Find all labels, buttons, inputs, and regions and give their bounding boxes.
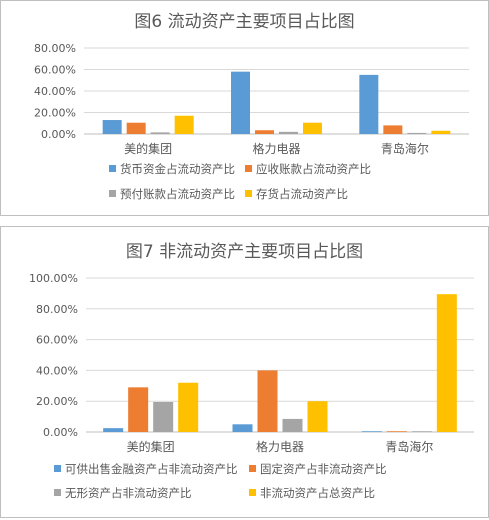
chart-2-ytick-label: 40.00% (36, 364, 78, 377)
chart-1-bar (303, 122, 322, 134)
chart-1-bar (150, 132, 170, 134)
chart-1-legend-label: 预付账款占流动资产比 (120, 187, 235, 201)
chart-2-bar (103, 428, 124, 432)
chart-1-title: 图6 流动资产主要项目占比图 (134, 12, 354, 32)
chart-2-bar (128, 387, 149, 432)
chart-1-bar (359, 74, 379, 134)
chart-1-legend-label: 应收账款占流动资产比 (256, 162, 371, 176)
chart-2-category-label: 青岛海尔 (385, 439, 433, 454)
chart-2-ytick-label: 20.00% (36, 395, 78, 408)
chart-2-legend-swatch (249, 465, 256, 472)
chart-1-legend-swatch (109, 165, 116, 172)
chart-2-legend-label: 非流动资产占总资产比 (260, 486, 375, 500)
chart-2-bar (153, 401, 174, 432)
chart-2-bar (411, 431, 432, 432)
chart-2-title: 图7 非流动资产主要项目占比图 (126, 242, 363, 262)
chart-2-legend-swatch (249, 489, 256, 496)
chart-2-legend-swatch (54, 489, 61, 496)
chart-2-bar (307, 401, 328, 432)
chart-2-ytick-label: 100.00% (29, 272, 78, 285)
chart-2-legend-label: 无形资产占非流动资产比 (65, 486, 192, 500)
chart-panel-2: 图7 非流动资产主要项目占比图 0.00% 20.00% 40.00% 60.00% 80… (0, 226, 489, 518)
chart-1-bar (231, 71, 250, 134)
chart-2-bar (361, 431, 382, 432)
chart-2-legend-label: 固定资产占非流动资产比 (260, 462, 387, 476)
chart-1-bar (407, 132, 427, 134)
chart-1-legend-label: 存货占流动资产比 (256, 187, 348, 201)
chart-1-ytick-label: 80.00% (34, 42, 76, 55)
chart-1-legend-swatch (245, 190, 252, 197)
chart-1-category-label: 美的集团 (124, 141, 172, 156)
chart-1-ytick-label: 20.00% (34, 107, 76, 120)
chart-2-legend-swatch (54, 465, 61, 472)
chart-1-legend-swatch (245, 165, 252, 172)
chart-1-bar (102, 120, 122, 134)
chart-2-legend-label: 可供出售金融资产占非流动资产比 (65, 462, 238, 476)
chart-1-bar (126, 122, 146, 134)
chart-2-bar (257, 370, 278, 432)
chart-1-bar (383, 125, 403, 134)
chart-1-legend-label: 货币资金占流动资产比 (120, 162, 235, 176)
chart-2-bar (436, 294, 457, 432)
chart-1-ytick-label: 60.00% (34, 64, 76, 77)
chart-1-bar (255, 130, 274, 134)
chart-2: 图7 非流动资产主要项目占比图 0.00% 20.00% 40.00% 60.00% 80… (29, 242, 474, 500)
chart-2-ytick-label: 80.00% (36, 303, 78, 316)
chart-1-legend-swatch (109, 190, 116, 197)
chart-2-bar (282, 418, 303, 432)
chart-2-bar (232, 424, 253, 432)
chart-1-category-label: 格力电器 (252, 141, 300, 156)
chart-1-ytick-label: 40.00% (34, 85, 76, 98)
chart-2-bar (386, 431, 407, 432)
chart-2-category-label: 格力电器 (256, 439, 304, 454)
chart-2-ytick-label: 0.00% (43, 426, 78, 439)
chart-panel-1: 图6 流动资产主要项目占比图 0.00% 20.00% 40.00% 60.00% 80.… (0, 0, 489, 216)
chart-2-ytick-label: 60.00% (36, 334, 78, 347)
chart-2-category-label: 美的集团 (127, 439, 175, 454)
chart-1-bar (431, 130, 451, 134)
chart-1-bar (174, 115, 194, 134)
chart-1-category-label: 青岛海尔 (381, 141, 429, 156)
chart-1-ytick-label: 0.00% (41, 128, 76, 141)
chart-1-bar (279, 131, 298, 134)
chart-2-bar (178, 382, 199, 432)
chart-1: 图6 流动资产主要项目占比图 0.00% 20.00% 40.00% 60.00% 80.… (34, 12, 469, 201)
